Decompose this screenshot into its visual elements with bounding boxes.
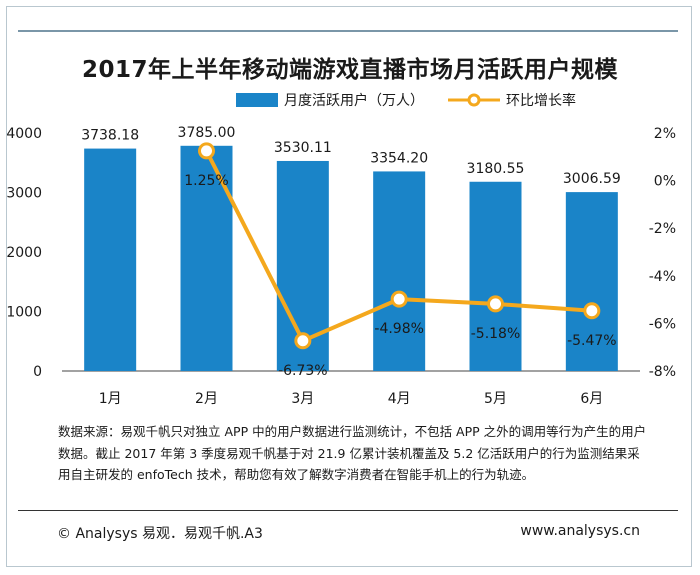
bar xyxy=(84,148,137,371)
growth-point xyxy=(294,332,312,350)
y-right-tick-label: -4% xyxy=(649,269,676,285)
legend-line-marker xyxy=(467,93,481,107)
x-tick-label: 4月 xyxy=(388,391,411,407)
x-tick-label: 1月 xyxy=(99,391,122,407)
bar xyxy=(373,171,426,371)
axes: 0 1000 2000 3000 4000 -8% -6% -4% -2% 0% 2% 1月 2月 3月 4… xyxy=(6,126,676,407)
data-source-note: 数据来源：易观千帆只对独立 APP 中的用户数据进行监测统计，不包括 APP 之… xyxy=(58,424,647,482)
bar-value-label: 3180.55 xyxy=(467,161,525,177)
growth-point xyxy=(487,295,504,313)
growth-labels: 1.25% -6.73% -4.98% -5.18% -5.47% xyxy=(184,173,616,379)
y-left-tick-label: 0 xyxy=(33,364,42,380)
bar-value-label: 3785.00 xyxy=(178,125,236,141)
legend: 月度活跃用户（万人） 环比增长率 xyxy=(236,92,576,109)
y-left-tick-label: 2000 xyxy=(6,245,42,261)
legend-bar-label: 月度活跃用户（万人） xyxy=(284,92,424,109)
legend-line-label: 环比增长率 xyxy=(506,92,576,109)
x-tick-label: 3月 xyxy=(291,391,314,407)
bars xyxy=(84,145,618,371)
footer-rule xyxy=(18,510,678,511)
bar-value-label: 3354.20 xyxy=(370,150,428,166)
chart-title: 2017年上半年移动端游戏直播市场月活跃用户规模 xyxy=(81,57,618,83)
y-right-tick-label: 0% xyxy=(654,174,676,190)
growth-point xyxy=(390,290,408,308)
bar xyxy=(565,192,618,371)
bar-value-label: 3530.11 xyxy=(274,140,332,156)
x-tick-label: 5月 xyxy=(484,391,507,407)
x-tick-label: 2月 xyxy=(195,391,218,407)
x-tick-label: 6月 xyxy=(580,391,603,407)
y-right-tick-label: -6% xyxy=(649,316,676,332)
bar-labels: 3738.18 3785.00 3530.11 3354.20 3180.55 3006.… xyxy=(81,125,621,187)
title-rule xyxy=(18,30,678,32)
bar-value-label: 3738.18 xyxy=(81,128,139,144)
growth-line xyxy=(198,142,601,350)
y-left-tick-label: 4000 xyxy=(6,126,42,142)
chart-svg: 月度活跃用户（万人） 环比增长率 0 1000 2000 3000 4000 -8% -6% -… xyxy=(6,92,676,407)
growth-point xyxy=(583,302,601,320)
y-right-tick-label: -2% xyxy=(649,221,676,237)
growth-value-label: -5.18% xyxy=(471,326,521,342)
growth-point xyxy=(198,142,215,160)
growth-value-label: -4.98% xyxy=(374,321,424,337)
website-link[interactable]: www.analysys.cn xyxy=(520,523,640,539)
y-right-tick-label: 2% xyxy=(654,126,676,142)
growth-value-label: -6.73% xyxy=(278,363,328,379)
bar xyxy=(469,181,522,371)
y-left-tick-label: 3000 xyxy=(6,186,42,202)
y-right-tick-label: -8% xyxy=(649,364,676,380)
growth-value-label: 1.25% xyxy=(184,173,228,189)
growth-value-label: -5.47% xyxy=(567,333,617,349)
y-left-tick-label: 1000 xyxy=(6,305,42,321)
copyright: © Analysys 易观．易观千帆.A3 xyxy=(57,526,263,542)
legend-bar-swatch xyxy=(236,93,278,107)
bar-value-label: 3006.59 xyxy=(563,171,621,187)
